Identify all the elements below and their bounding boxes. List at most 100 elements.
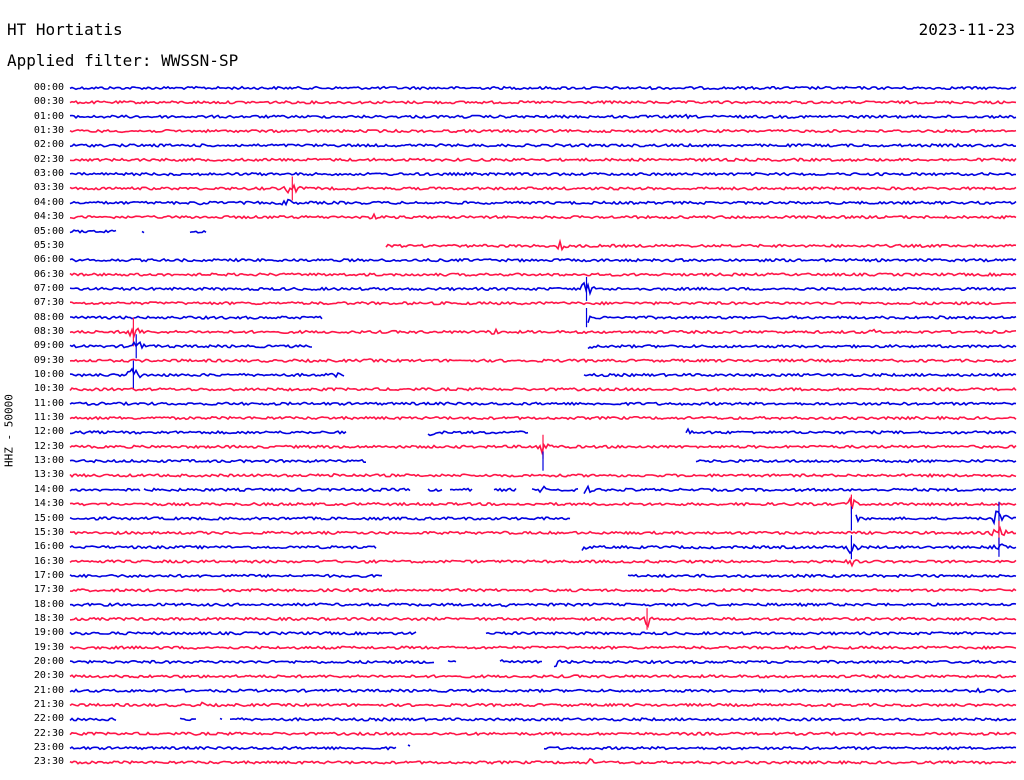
- trace-row-0730: [69, 300, 1017, 306]
- time-label: 20:00: [33, 656, 64, 667]
- time-label: 11:00: [33, 397, 64, 409]
- trace-row-1930: [69, 645, 1017, 651]
- time-label: 17:30: [33, 584, 64, 596]
- trace-row-1430: [69, 496, 1017, 510]
- time-label: 13:30: [33, 469, 64, 481]
- trace-row-1130: [69, 415, 1017, 421]
- time-label: 10:00: [33, 369, 64, 380]
- time-label: 11:30: [33, 412, 64, 424]
- time-label: 19:00: [33, 627, 64, 639]
- time-label: 21:30: [33, 699, 64, 711]
- time-label: 00:30: [33, 96, 64, 108]
- trace-row-0200: [69, 142, 1017, 148]
- trace-row-1400: [69, 484, 1017, 494]
- trace-row-1100: [69, 401, 1017, 407]
- time-label: 15:30: [33, 526, 64, 538]
- trace-row-0630: [69, 272, 1017, 278]
- time-label: 14:30: [33, 498, 64, 510]
- time-label: 20:30: [33, 670, 64, 682]
- time-label: 14:00: [33, 483, 64, 495]
- trace-row-1700: [69, 573, 1017, 579]
- time-label: 16:30: [33, 555, 64, 567]
- trace-row-2030: [69, 673, 1017, 679]
- trace-row-1200: [70, 427, 1017, 437]
- trace-row-0100: [69, 113, 1017, 120]
- trace-row-2130: [69, 701, 1017, 708]
- time-label: 17:00: [33, 569, 64, 581]
- trace-row-0500: [69, 229, 207, 234]
- trace-row-2300: [69, 744, 1017, 751]
- filter-label-text: Applied filter:: [7, 51, 152, 70]
- trace-row-1600: [69, 543, 1017, 555]
- trace-row-2000: [69, 659, 1017, 668]
- filter-value: WWSSN-SP: [161, 51, 239, 70]
- trace-row-0930: [69, 358, 1017, 364]
- time-label: 15:00: [33, 512, 64, 524]
- time-label: 19:30: [33, 641, 64, 653]
- trace-row-0430: [69, 212, 1017, 220]
- trace-row-0230: [69, 157, 1017, 163]
- trace-row-0330: [69, 183, 1017, 195]
- trace-row-0030: [69, 99, 1017, 105]
- trace-row-1800: [69, 602, 1017, 608]
- trace-row-1630: [69, 558, 1017, 568]
- trace-row-0830: [69, 327, 1017, 339]
- time-label: 05:00: [33, 225, 64, 237]
- time-label: 12:00: [33, 426, 64, 438]
- trace-row-2200: [69, 716, 1017, 722]
- trace-row-1730: [69, 587, 1017, 593]
- trace-row-0000: [69, 85, 1017, 91]
- time-label: 01:00: [33, 110, 64, 122]
- time-label: 01:30: [33, 125, 64, 137]
- filter-label: Applied filter: WWSSN-SP: [7, 51, 238, 70]
- trace-row-0700: [69, 281, 1017, 297]
- trace-row-2100: [69, 687, 1017, 694]
- time-label: 16:00: [33, 541, 64, 553]
- date-label: 2023-11-23: [918, 20, 1015, 39]
- time-label: 03:30: [33, 182, 64, 194]
- time-label: 23:00: [33, 742, 64, 754]
- time-label: 21:00: [33, 684, 64, 696]
- time-axis-labels: 00:00 00:30 01:00 01:30 02:00 02:30 03:00 03:30…: [0, 0, 64, 780]
- time-label: 23:30: [33, 756, 64, 768]
- trace-row-1900: [69, 630, 1017, 636]
- time-label: 02:00: [33, 139, 64, 151]
- trace-row-1530: [69, 525, 1017, 537]
- time-label: 10:30: [33, 383, 64, 395]
- time-label: 09:30: [33, 354, 64, 366]
- trace-row-0600: [69, 257, 1017, 263]
- time-label: 07:30: [33, 297, 64, 309]
- trace-row-1500: [69, 510, 1017, 526]
- time-label: 18:00: [33, 598, 64, 610]
- time-label: 13:00: [33, 455, 64, 467]
- time-label: 22:30: [33, 727, 64, 739]
- time-label: 08:00: [33, 311, 64, 323]
- trace-row-0530: [385, 238, 1017, 252]
- station-title: HT Hortiatis: [7, 20, 123, 39]
- time-label: 08:30: [33, 325, 64, 337]
- trace-row-0900: [69, 340, 1017, 350]
- trace-row-1000: [69, 367, 1017, 379]
- trace-row-2330: [69, 758, 1017, 765]
- trace-row-1830: [69, 616, 1017, 628]
- time-label: 04:00: [33, 196, 64, 208]
- time-label: 05:30: [33, 239, 64, 251]
- trace-row-1030: [69, 386, 1017, 392]
- trace-row-2230: [69, 731, 1017, 737]
- time-label: 03:00: [33, 168, 64, 180]
- time-label: 22:00: [33, 713, 64, 725]
- time-label: 06:30: [33, 268, 64, 280]
- time-label: 12:30: [33, 440, 64, 452]
- time-label: 04:30: [33, 211, 64, 223]
- trace-row-0300: [69, 171, 1017, 177]
- time-label: 06:00: [33, 254, 64, 266]
- trace-row-1330: [69, 472, 1017, 478]
- time-label: 07:00: [33, 282, 64, 294]
- time-label: 02:30: [33, 153, 64, 165]
- trace-row-0800: [69, 315, 1017, 324]
- time-label: 00:00: [33, 82, 64, 93]
- time-label: 18:30: [33, 612, 64, 624]
- trace-row-0130: [69, 128, 1017, 134]
- time-label: 09:00: [33, 340, 64, 352]
